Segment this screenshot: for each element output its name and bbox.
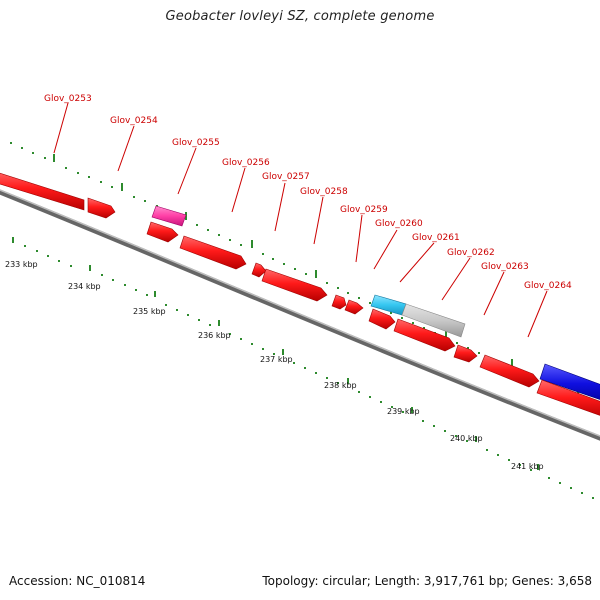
kbp-label-237: 237 kbp [260,355,293,364]
gene-label-leaders [53,102,548,338]
kbp-label-239: 239 kbp [387,407,420,416]
gene-label-glov-0255: Glov_0255 [172,138,220,148]
gene-label-glov-0263: Glov_0263 [481,262,529,272]
kbp-label-241: 241 kbp [511,462,544,471]
gene-label-glov-0262: Glov_0262 [447,248,495,258]
gene-labels: Glov_0253 Glov_0254 Glov_0255 Glov_0256 … [44,94,572,291]
outer-strand-features [0,172,600,400]
accession-text: Accession: NC_010814 [9,574,146,588]
kbp-label-234: 234 kbp [68,282,101,291]
gene-label-glov-0259: Glov_0259 [340,205,388,215]
kbp-labels: 233 kbp 234 kbp 235 kbp 236 kbp 237 kbp … [5,260,544,471]
kbp-label-240: 240 kbp [450,434,483,443]
gene-label-glov-0254: Glov_0254 [110,116,158,126]
kbp-label-238: 238 kbp [324,381,357,390]
kbp-label-233: 233 kbp [5,260,38,269]
genome-backbone [0,189,600,441]
gene-label-glov-0264: Glov_0264 [524,281,572,291]
gene-label-glov-0258: Glov_0258 [300,187,348,197]
gene-label-glov-0260: Glov_0260 [375,219,423,229]
inner-strand-features [146,221,600,416]
gene-label-glov-0257: Glov_0257 [262,172,310,182]
gene-label-glov-0253: Glov_0253 [44,94,92,104]
genome-title: Geobacter lovleyi SZ, complete genome [165,9,435,24]
gene-label-glov-0261: Glov_0261 [412,233,460,243]
kbp-label-235: 235 kbp [133,307,166,316]
kbp-label-236: 236 kbp [198,331,231,340]
inner-tick-arc [12,237,594,499]
genome-summary-text: Topology: circular; Length: 3,917,761 bp… [262,574,592,588]
gene-label-glov-0256: Glov_0256 [222,158,270,168]
